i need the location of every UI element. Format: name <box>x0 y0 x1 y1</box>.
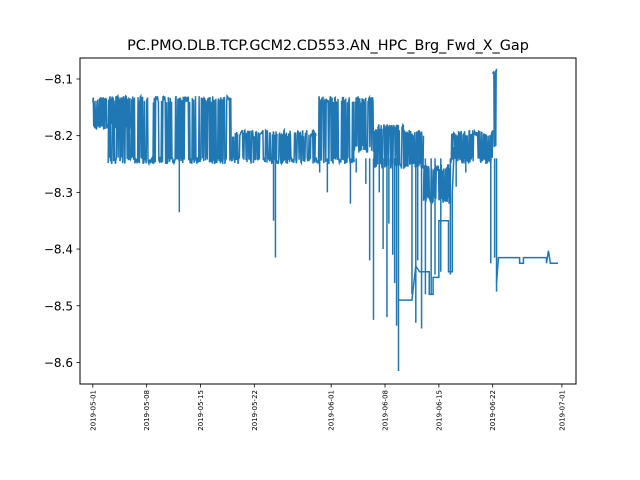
x-tick-label: 2019-06-01 <box>328 390 336 431</box>
series-steps <box>398 146 455 301</box>
series-segment <box>138 93 186 167</box>
y-axis: −8.1 −8.2 −8.3 −8.4 −8.5 −8.6 <box>44 72 80 370</box>
series-segment <box>422 164 452 205</box>
y-tick-label: −8.1 <box>44 72 73 86</box>
x-tick-label: 2019-06-08 <box>382 390 390 431</box>
x-tick-label: 2019-05-15 <box>197 390 205 431</box>
series-segment <box>353 94 375 153</box>
plot-frame <box>79 57 577 385</box>
series-segment <box>230 128 278 165</box>
series-segment <box>107 93 140 165</box>
series-segment <box>403 129 425 169</box>
y-tick-label: −8.3 <box>44 186 73 200</box>
series-segment <box>276 127 317 166</box>
x-tick-label: 2019-07-01 <box>558 390 566 431</box>
x-tick-label: 2019-05-22 <box>251 390 259 431</box>
x-tick-label: 2019-06-15 <box>435 390 443 431</box>
x-tick-label: 2019-05-08 <box>143 390 151 431</box>
y-tick-label: −8.6 <box>44 356 73 370</box>
x-axis: 2019-05-01 2019-05-08 2019-05-15 2019-05-22… <box>89 384 566 431</box>
series-layer <box>92 68 559 371</box>
y-tick-label: −8.2 <box>44 129 73 143</box>
series-segment <box>449 128 494 164</box>
y-tick-label: −8.4 <box>44 243 73 257</box>
series-segment <box>315 95 356 166</box>
x-tick-label: 2019-05-01 <box>89 390 97 431</box>
series-tail <box>495 250 559 284</box>
series-segment <box>373 122 406 169</box>
chart-title: PC.PMO.DLB.TCP.GCM2.CD553.AN_HPC_Brg_Fwd… <box>127 38 529 54</box>
y-tick-label: −8.5 <box>44 299 73 313</box>
series-segment <box>491 68 498 148</box>
series-segment <box>184 94 232 165</box>
x-tick-label: 2019-06-22 <box>489 390 497 431</box>
